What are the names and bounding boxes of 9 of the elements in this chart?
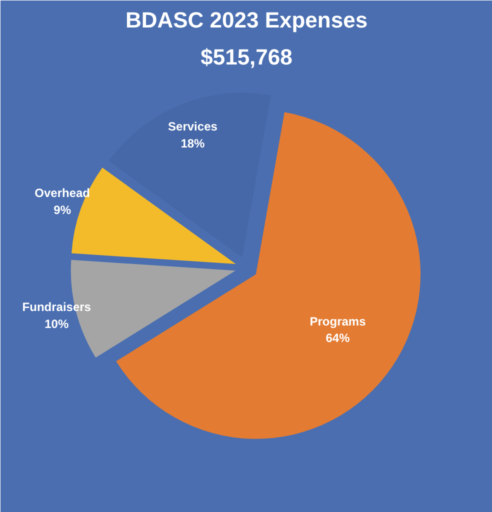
slice-label: Services — [168, 120, 218, 134]
chart-subtitle: $515,768 — [200, 44, 292, 70]
data-label: 9% — [54, 202, 72, 217]
slice-label: Programs — [310, 314, 366, 328]
chart-title: BDASC 2023 Expenses — [125, 8, 368, 32]
data-label: 18% — [180, 136, 206, 150]
data-label: 64% — [326, 331, 350, 346]
data-label: 10% — [44, 316, 69, 331]
slice-label: Fundraisers — [22, 300, 92, 314]
